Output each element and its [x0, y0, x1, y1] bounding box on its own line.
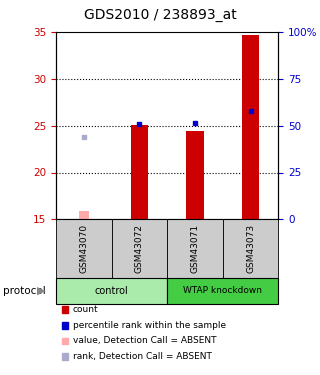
Text: protocol: protocol: [3, 286, 46, 296]
Text: control: control: [95, 286, 128, 296]
Text: value, Detection Call = ABSENT: value, Detection Call = ABSENT: [73, 336, 216, 345]
Bar: [56, 278, 167, 304]
Bar: [167, 278, 278, 304]
Bar: [242, 35, 260, 219]
Text: GSM43070: GSM43070: [79, 224, 88, 273]
Text: rank, Detection Call = ABSENT: rank, Detection Call = ABSENT: [73, 352, 212, 361]
Text: count: count: [73, 305, 99, 314]
Text: GSM43072: GSM43072: [135, 224, 144, 273]
Text: WTAP knockdown: WTAP knockdown: [183, 286, 262, 295]
Bar: [112, 219, 167, 278]
Bar: [223, 219, 278, 278]
Bar: [131, 124, 148, 219]
Bar: [56, 219, 112, 278]
Text: percentile rank within the sample: percentile rank within the sample: [73, 321, 226, 330]
Text: GSM43073: GSM43073: [246, 224, 255, 273]
Text: GDS2010 / 238893_at: GDS2010 / 238893_at: [84, 9, 236, 22]
Bar: [186, 131, 204, 219]
Text: GSM43071: GSM43071: [190, 224, 199, 273]
Text: ▶: ▶: [37, 286, 45, 296]
Bar: [167, 219, 223, 278]
Bar: [79, 211, 89, 219]
